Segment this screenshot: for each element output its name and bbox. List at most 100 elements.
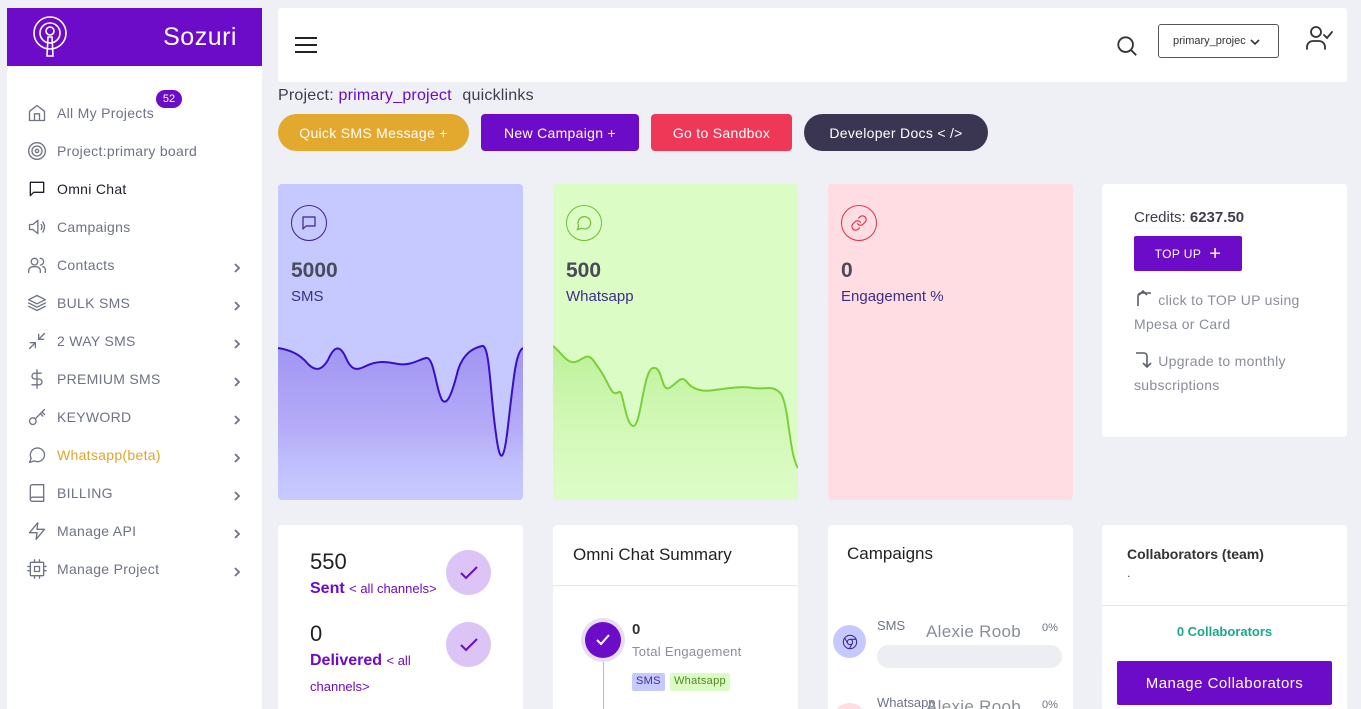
chevron-right-icon [232,564,242,577]
podcast-logo-icon[interactable] [31,16,69,58]
engagement-label: Engagement % [841,288,944,305]
sidebar-item-whatsapp[interactable]: Whatsapp(beta) [7,436,262,474]
campaign-percent: 0% [1042,699,1058,709]
brand-name: Sozuri [163,22,237,51]
sidebar-item-label: Omni Chat [57,181,127,197]
chevron-right-icon [232,526,242,539]
whatsapp-icon [566,205,602,241]
sidebar-item-campaigns[interactable]: Campaigns [7,208,262,246]
sms-label: SMS [291,288,324,305]
dollar-icon [27,369,47,389]
credits-line: Credits: 6237.50 [1134,209,1244,226]
check-icon [585,622,621,658]
layers-icon [27,293,47,313]
chevron-down-icon [1250,39,1260,46]
sent-label: Sent < all channels> [310,576,460,602]
sidebar-item-keyword[interactable]: KEYWORD [7,398,262,436]
sidebar-item-omni-chat[interactable]: Omni Chat [7,170,262,208]
sidebar-item-label: Manage Project [57,561,160,577]
delivered-count: 0 [310,621,323,646]
upgrade-note: Upgrade to monthly subscriptions [1134,349,1324,397]
go-to-sandbox-button[interactable]: Go to Sandbox [651,114,792,151]
sidebar-item-manage-project[interactable]: Manage Project [7,550,262,588]
plus-icon: + [1209,242,1222,265]
campaign-owner: Alexie Roob [926,697,1021,709]
developer-docs-button[interactable]: Developer Docs < /> [804,114,988,151]
chrome-icon [833,625,866,658]
menu-toggle-icon[interactable] [295,37,317,55]
topup-note: click to TOP UP using Mpesa or Card [1134,288,1324,336]
manage-collaborators-button[interactable]: Manage Collaborators [1117,661,1332,705]
sidebar-item-label: Project:primary board [57,143,198,159]
sidebar-item-premium-sms[interactable]: PREMIUM SMS [7,360,262,398]
collaborators-subtitle: . [1127,566,1131,580]
sidebar-item-contacts[interactable]: Contacts [7,246,262,284]
sidebar-item-label: Whatsapp(beta) [57,447,161,463]
project-select-value: primary_projec [1173,35,1246,47]
sidebar-item-bulk-sms[interactable]: BULK SMS [7,284,262,322]
sidebar-item-label: BILLING [57,485,113,501]
corner-down-arrow-icon [1136,352,1152,369]
credits-value: 6237.50 [1189,209,1245,226]
chevron-right-icon [232,412,242,425]
top-up-button[interactable]: TOP UP + [1134,236,1242,271]
project-name-link[interactable]: primary_project [338,87,452,104]
delivered-sub: < all channels> [310,653,411,694]
chevron-right-icon [232,336,242,349]
omni-chat-summary-title: Omni Chat Summary [553,525,798,586]
sent-sub: < all channels> [349,581,437,596]
sidebar-item-2-way-sms[interactable]: 2 WAY SMS [7,322,262,360]
campaign-percent: 0% [1042,622,1058,634]
total-engagement-label: Total Engagement [632,644,742,659]
sidebar: Sozuri All My Projects 52 Project:primar… [7,8,262,709]
corner-up-arrow-icon [1137,289,1151,306]
projects-count-badge: 52 [156,90,182,108]
chevron-right-icon [232,260,242,273]
chevron-right-icon [232,298,242,311]
sidebar-item-all-projects[interactable]: All My Projects 52 [7,90,262,132]
sidebar-item-project-board[interactable]: Project:primary board [7,132,262,170]
campaign-owner: Alexie Roob [926,622,1021,641]
upgrade-note-text: Upgrade to monthly subscriptions [1134,353,1286,393]
sent-count: 550 [310,549,347,574]
project-select[interactable]: primary_projec [1158,24,1279,58]
delivered-label: Delivered < all channels> [310,648,460,700]
sms-count: 5000 [291,259,338,282]
top-up-label: TOP UP [1154,246,1202,261]
users-icon [27,255,47,275]
chat-square-icon [291,205,327,241]
engagement-stat-card: 0 Engagement % [828,184,1073,500]
sidebar-item-billing[interactable]: BILLING [7,474,262,512]
sidebar-item-label: Contacts [57,257,115,273]
sent-delivered-card: 550 Sent < all channels> 0 Delivered < a… [278,525,523,709]
cpu-icon [27,559,47,579]
sidebar-nav: All My Projects 52 Project:primary board… [7,66,262,588]
sent-title: Sent [310,580,345,597]
topup-note-text: click to TOP UP using Mpesa or Card [1134,292,1300,332]
brand-header: Sozuri [7,8,262,66]
quick-sms-button[interactable]: Quick SMS Message + [278,114,469,151]
sms-tag: SMS [632,673,665,691]
sidebar-item-label: Manage API [57,523,137,539]
sidebar-item-label: 2 WAY SMS [57,333,136,349]
delivered-title: Delivered [310,652,383,669]
collaborators-card: Collaborators (team) . 0 Collaborators M… [1102,525,1347,709]
quick-links: Quick SMS Message + New Campaign + Go to… [278,114,1000,151]
total-engagement-count: 0 [632,621,641,638]
chevron-right-icon [232,488,242,501]
whatsapp-icon [27,445,47,465]
user-check-icon[interactable] [1305,25,1333,51]
sidebar-item-manage-api[interactable]: Manage API [7,512,262,550]
whatsapp-tag: Whatsapp [670,673,730,691]
collaborators-count: 0 Collaborators [1176,624,1273,639]
chat-square-icon [27,179,47,199]
bolt-icon [27,521,47,541]
project-prefix: Project: [278,87,334,104]
credits-card: Credits: 6237.50 TOP UP + click to TOP U… [1102,184,1347,437]
sidebar-item-label: All My Projects [57,105,155,121]
search-icon[interactable] [1116,35,1138,57]
engagement-count: 0 [841,259,853,282]
sms-stat-card: 5000 SMS [278,184,523,500]
new-campaign-button[interactable]: New Campaign + [481,114,639,151]
sms-sparkline [278,345,523,500]
